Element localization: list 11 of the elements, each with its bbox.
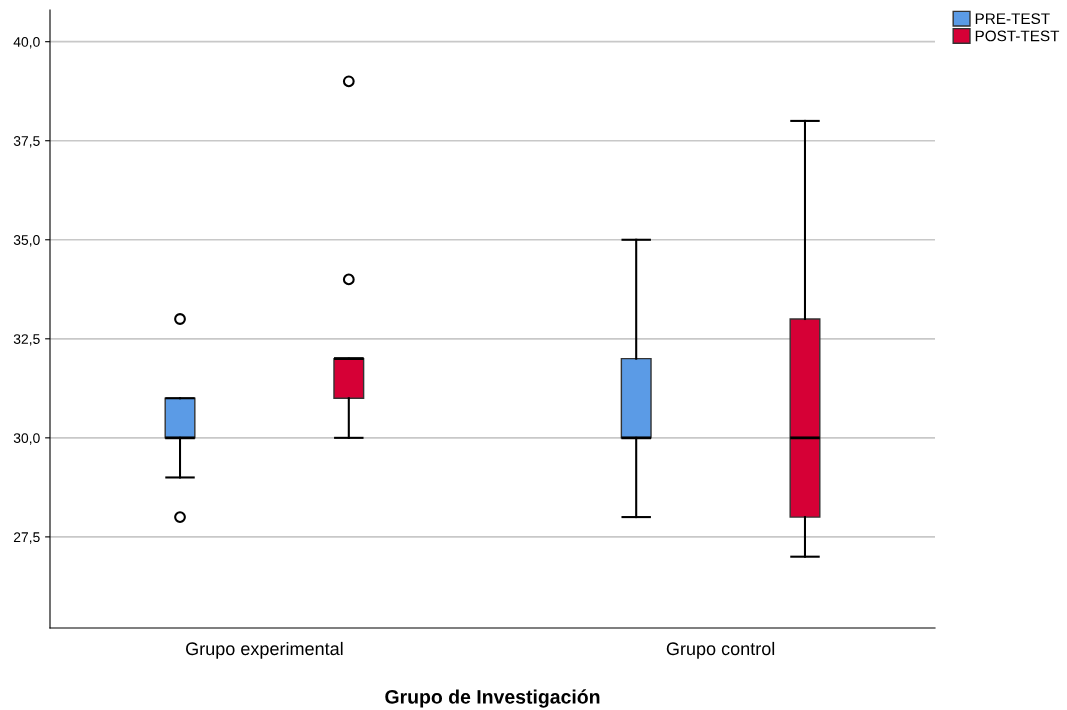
y-tick-label: 35,0 xyxy=(13,235,40,247)
y-tick-label: 32,5 xyxy=(13,334,40,346)
x-tick-label: Grupo experimental xyxy=(186,641,343,659)
legend-label: PRE-TEST xyxy=(975,13,1050,25)
y-tick-label: 40,0 xyxy=(13,37,40,49)
legend-label: POST-TEST xyxy=(975,30,1060,42)
x-axis-title: Grupo de Investigación xyxy=(385,689,600,708)
y-tick-label: 37,5 xyxy=(13,136,40,148)
y-tick-label: 30,0 xyxy=(13,433,40,445)
x-tick-label: Grupo control xyxy=(666,641,775,659)
y-tick-label: 27,5 xyxy=(13,532,40,544)
